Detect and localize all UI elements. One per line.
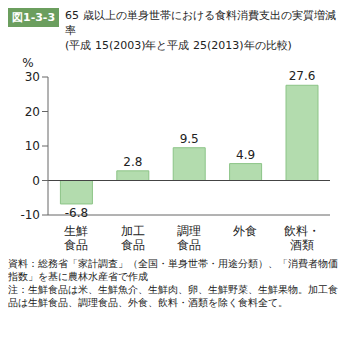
html-text:図1-3-3: 図1-3-3 <box>12 11 56 24</box>
html-text:資料：総務省「家計調査」（全国・単身世帯・用途分類）、「消費: 資料：総務省「家計調査」（全国・単身世帯・用途分類）、「消費者物価指数」を基に農… <box>8 258 338 282</box>
svg-text:飲料・酒類: 飲料・酒類 <box>284 224 320 252</box>
svg-text:-6.8: -6.8 <box>65 206 88 220</box>
svg-text:外食: 外食 <box>233 224 257 238</box>
svg-text:加工食品: 加工食品 <box>121 224 145 252</box>
svg-text:生鮮食品: 生鮮食品 <box>64 224 88 252</box>
svg-text:調理食品: 調理食品 <box>177 224 201 252</box>
svg-text:-10: -10 <box>20 208 40 222</box>
svg-text:20: 20 <box>25 105 40 119</box>
svg-text:%: % <box>22 56 33 70</box>
html-text:注：生鮮食品は米、生鮮魚介、生鮮肉、卵、生鮮野菜、生鮮果物。: 注：生鮮食品は米、生鮮魚介、生鮮肉、卵、生鮮野菜、生鮮果物。加工食品は生鮮食品、… <box>8 284 338 308</box>
svg-text:0: 0 <box>32 174 40 188</box>
svg-text:27.6: 27.6 <box>289 69 316 83</box>
svg-text:9.5: 9.5 <box>180 132 199 146</box>
html-text:(平成 15(2003)年と平成 25(2013)年の比較): (平成 15(2003)年と平成 25(2013)年の比較) <box>65 39 292 52</box>
svg-text:10: 10 <box>25 139 40 153</box>
svg-text:30: 30 <box>25 70 40 84</box>
svg-text:4.9: 4.9 <box>236 148 255 162</box>
svg-text:2.8: 2.8 <box>123 155 142 169</box>
html-text:65 歳以上の単身世帯における食料消費支出の実質増減率: 65 歳以上の単身世帯における食料消費支出の実質増減率 <box>65 9 336 37</box>
